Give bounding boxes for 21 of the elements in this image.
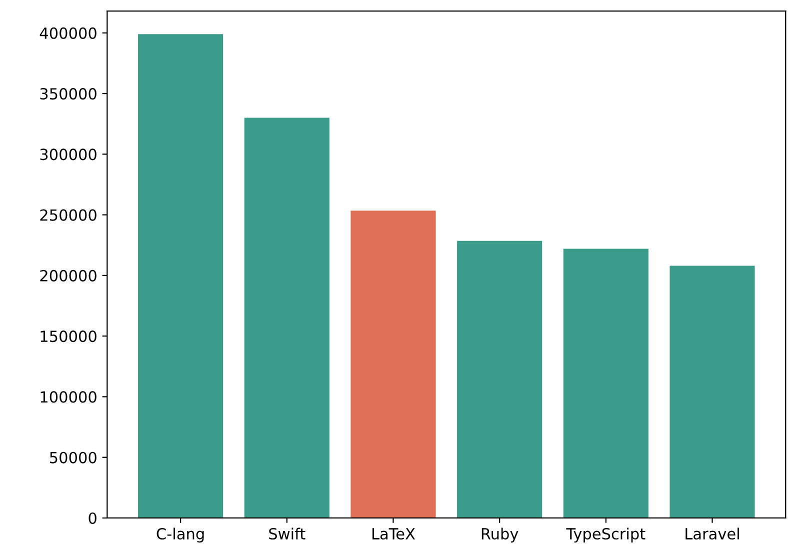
x-tick-label: C-lang — [156, 528, 204, 542]
y-tick-label: 50000 — [50, 452, 96, 464]
x-tick-label: Laravel — [686, 528, 739, 540]
y-tick-label: 300000 — [40, 148, 96, 160]
bar — [670, 266, 755, 518]
bar — [244, 118, 330, 518]
y-tick-label: 250000 — [40, 209, 96, 221]
x-tick-label: LaTeX — [372, 528, 415, 540]
y-tick-label: 200000 — [40, 270, 96, 282]
x-tick-label: Swift — [269, 528, 306, 540]
x-tick-label: TypeScript — [566, 528, 646, 542]
bar — [457, 240, 542, 518]
y-tick-label: 350000 — [40, 88, 96, 100]
bar — [138, 34, 224, 518]
bar — [563, 248, 648, 518]
y-tick-label: 0 — [88, 512, 96, 524]
y-tick-label: 150000 — [40, 330, 96, 342]
y-tick-label: 400000 — [40, 27, 96, 39]
x-tick-label: Ruby — [482, 528, 518, 542]
bar — [350, 210, 436, 518]
y-tick-label: 100000 — [40, 391, 96, 403]
